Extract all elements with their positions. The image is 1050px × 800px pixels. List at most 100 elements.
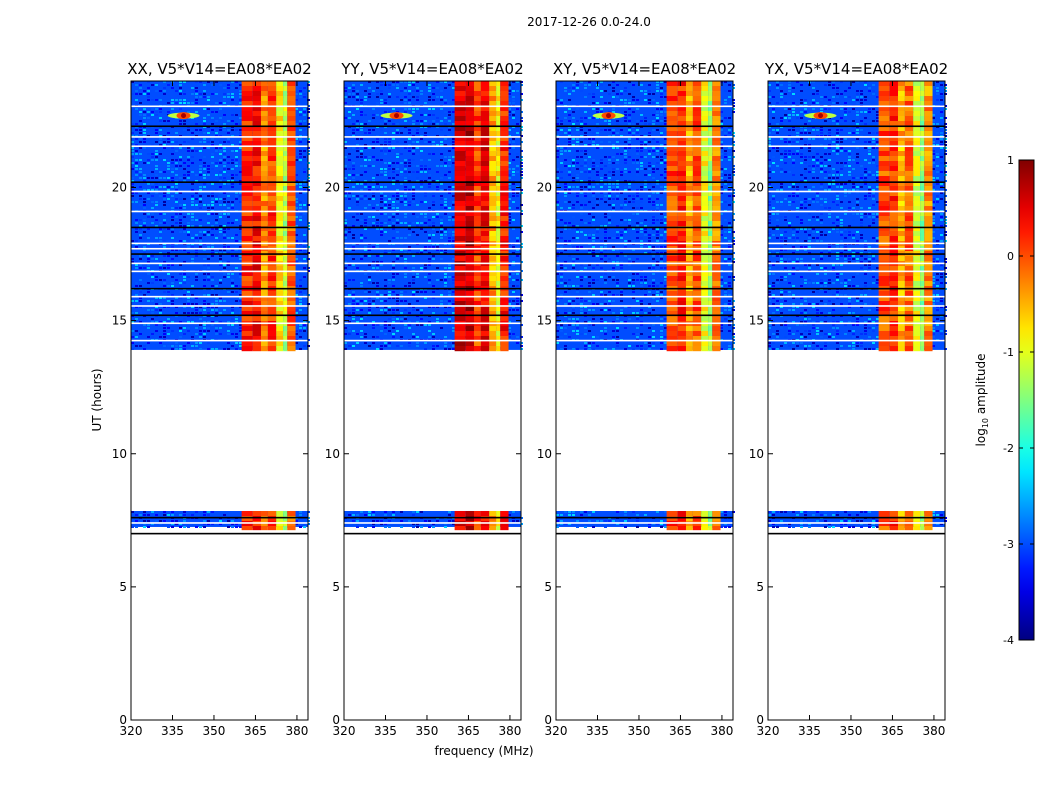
heatmap-cell xyxy=(203,186,206,188)
rfi-band-cell xyxy=(252,271,261,277)
heatmap-cell xyxy=(372,117,375,119)
rfi-band-cell xyxy=(276,116,284,122)
heatmap-cell xyxy=(628,102,631,104)
heatmap-cell xyxy=(444,213,447,215)
heatmap-cell xyxy=(444,273,447,275)
heatmap-cell xyxy=(428,246,431,248)
rfi-band-cell xyxy=(252,326,261,332)
heatmap-cell xyxy=(171,87,174,89)
heatmap-cell xyxy=(384,174,387,176)
rfi-band-cell xyxy=(241,271,253,277)
heatmap-cell xyxy=(175,141,178,143)
heatmap-cell xyxy=(512,261,515,263)
rfi-band-cell xyxy=(496,116,501,122)
heatmap-cell xyxy=(420,294,423,296)
flagged-row xyxy=(344,314,521,317)
heatmap-cell xyxy=(420,312,423,314)
heatmap-cell xyxy=(344,156,347,158)
heatmap-cell xyxy=(452,162,455,164)
heatmap-cell xyxy=(432,258,435,260)
heatmap-cell xyxy=(344,285,347,287)
heatmap-cell xyxy=(163,327,166,329)
heatmap-cell xyxy=(352,147,355,149)
heatmap-cell xyxy=(195,306,198,308)
rfi-band-cell xyxy=(276,101,284,107)
rfi-band-cell xyxy=(287,201,296,207)
heatmap-cell xyxy=(352,237,355,239)
heatmap-cell xyxy=(183,120,186,122)
heatmap-cell xyxy=(404,177,407,179)
heatmap-cell xyxy=(404,273,407,275)
rfi-band-cell xyxy=(241,176,253,182)
heatmap-cell xyxy=(412,213,415,215)
rfi-band-cell xyxy=(454,111,466,117)
heatmap-cell xyxy=(388,345,391,347)
heatmap-cell xyxy=(368,81,371,83)
heatmap-cell xyxy=(420,309,423,311)
flagged-row xyxy=(131,247,308,250)
heatmap-cell xyxy=(235,249,238,251)
heatmap-cell xyxy=(424,213,427,215)
heatmap-cell xyxy=(207,99,210,101)
heatmap-cell xyxy=(624,87,627,89)
heatmap-cell xyxy=(512,513,515,516)
rfi-band-cell xyxy=(496,166,501,172)
heatmap-cell xyxy=(143,294,146,296)
heatmap-cell xyxy=(207,132,210,134)
flagged-row xyxy=(131,242,308,245)
heatmap-cell xyxy=(344,87,347,89)
heatmap-cell xyxy=(352,132,355,134)
rfi-band-cell xyxy=(465,126,474,132)
heatmap-cell xyxy=(135,99,138,101)
heatmap-cell xyxy=(364,246,367,248)
rfi-band-cell xyxy=(276,181,284,187)
heatmap-cell xyxy=(203,141,206,143)
heatmap-cell xyxy=(664,90,667,92)
flagged-row xyxy=(344,295,521,298)
heatmap-cell xyxy=(376,291,379,293)
heatmap-cell xyxy=(199,198,202,200)
heatmap-cell xyxy=(211,195,214,197)
rfi-band-cell xyxy=(283,146,288,152)
heatmap-cell xyxy=(404,111,407,113)
heatmap-cell xyxy=(163,330,166,332)
heatmap-cell xyxy=(303,321,306,323)
heatmap-cell xyxy=(151,186,154,188)
heatmap-cell xyxy=(424,297,427,299)
rfi-band-cell xyxy=(267,211,277,217)
heatmap-cell xyxy=(412,90,415,92)
rfi-band-cell xyxy=(276,176,284,182)
heatmap-cell xyxy=(392,228,395,230)
rfi-band-cell xyxy=(241,236,253,242)
heatmap-cell xyxy=(163,192,166,194)
heatmap-cell xyxy=(159,336,162,338)
rfi-band-cell xyxy=(500,236,509,242)
heatmap-cell xyxy=(179,150,182,152)
rfi-band-cell xyxy=(252,86,261,92)
flagged-row xyxy=(344,125,521,128)
heatmap-cell xyxy=(448,117,451,119)
heatmap-cell xyxy=(175,249,178,251)
heatmap-cell xyxy=(191,246,194,248)
heatmap-cell xyxy=(380,231,383,233)
heatmap-cell xyxy=(360,240,363,242)
heatmap-cell xyxy=(199,174,202,176)
heatmap-cell xyxy=(392,183,395,185)
heatmap-cell xyxy=(660,90,663,92)
heatmap-cell xyxy=(203,324,206,326)
rfi-band-cell xyxy=(276,231,284,237)
rfi-band-cell xyxy=(500,276,509,282)
heatmap-cell xyxy=(215,300,218,302)
heatmap-cell xyxy=(235,327,238,329)
rfi-band-cell xyxy=(241,81,253,87)
heatmap-cell xyxy=(432,93,435,95)
heatmap-cell xyxy=(227,132,230,134)
heatmap-cell xyxy=(171,102,174,104)
heatmap-cell xyxy=(360,303,363,305)
rfi-band-cell xyxy=(267,81,277,87)
heatmap-cell xyxy=(384,252,387,254)
heatmap-cell xyxy=(424,231,427,233)
heatmap-cell xyxy=(392,171,395,173)
heatmap-cell xyxy=(187,330,190,332)
heatmap-cell xyxy=(135,171,138,173)
